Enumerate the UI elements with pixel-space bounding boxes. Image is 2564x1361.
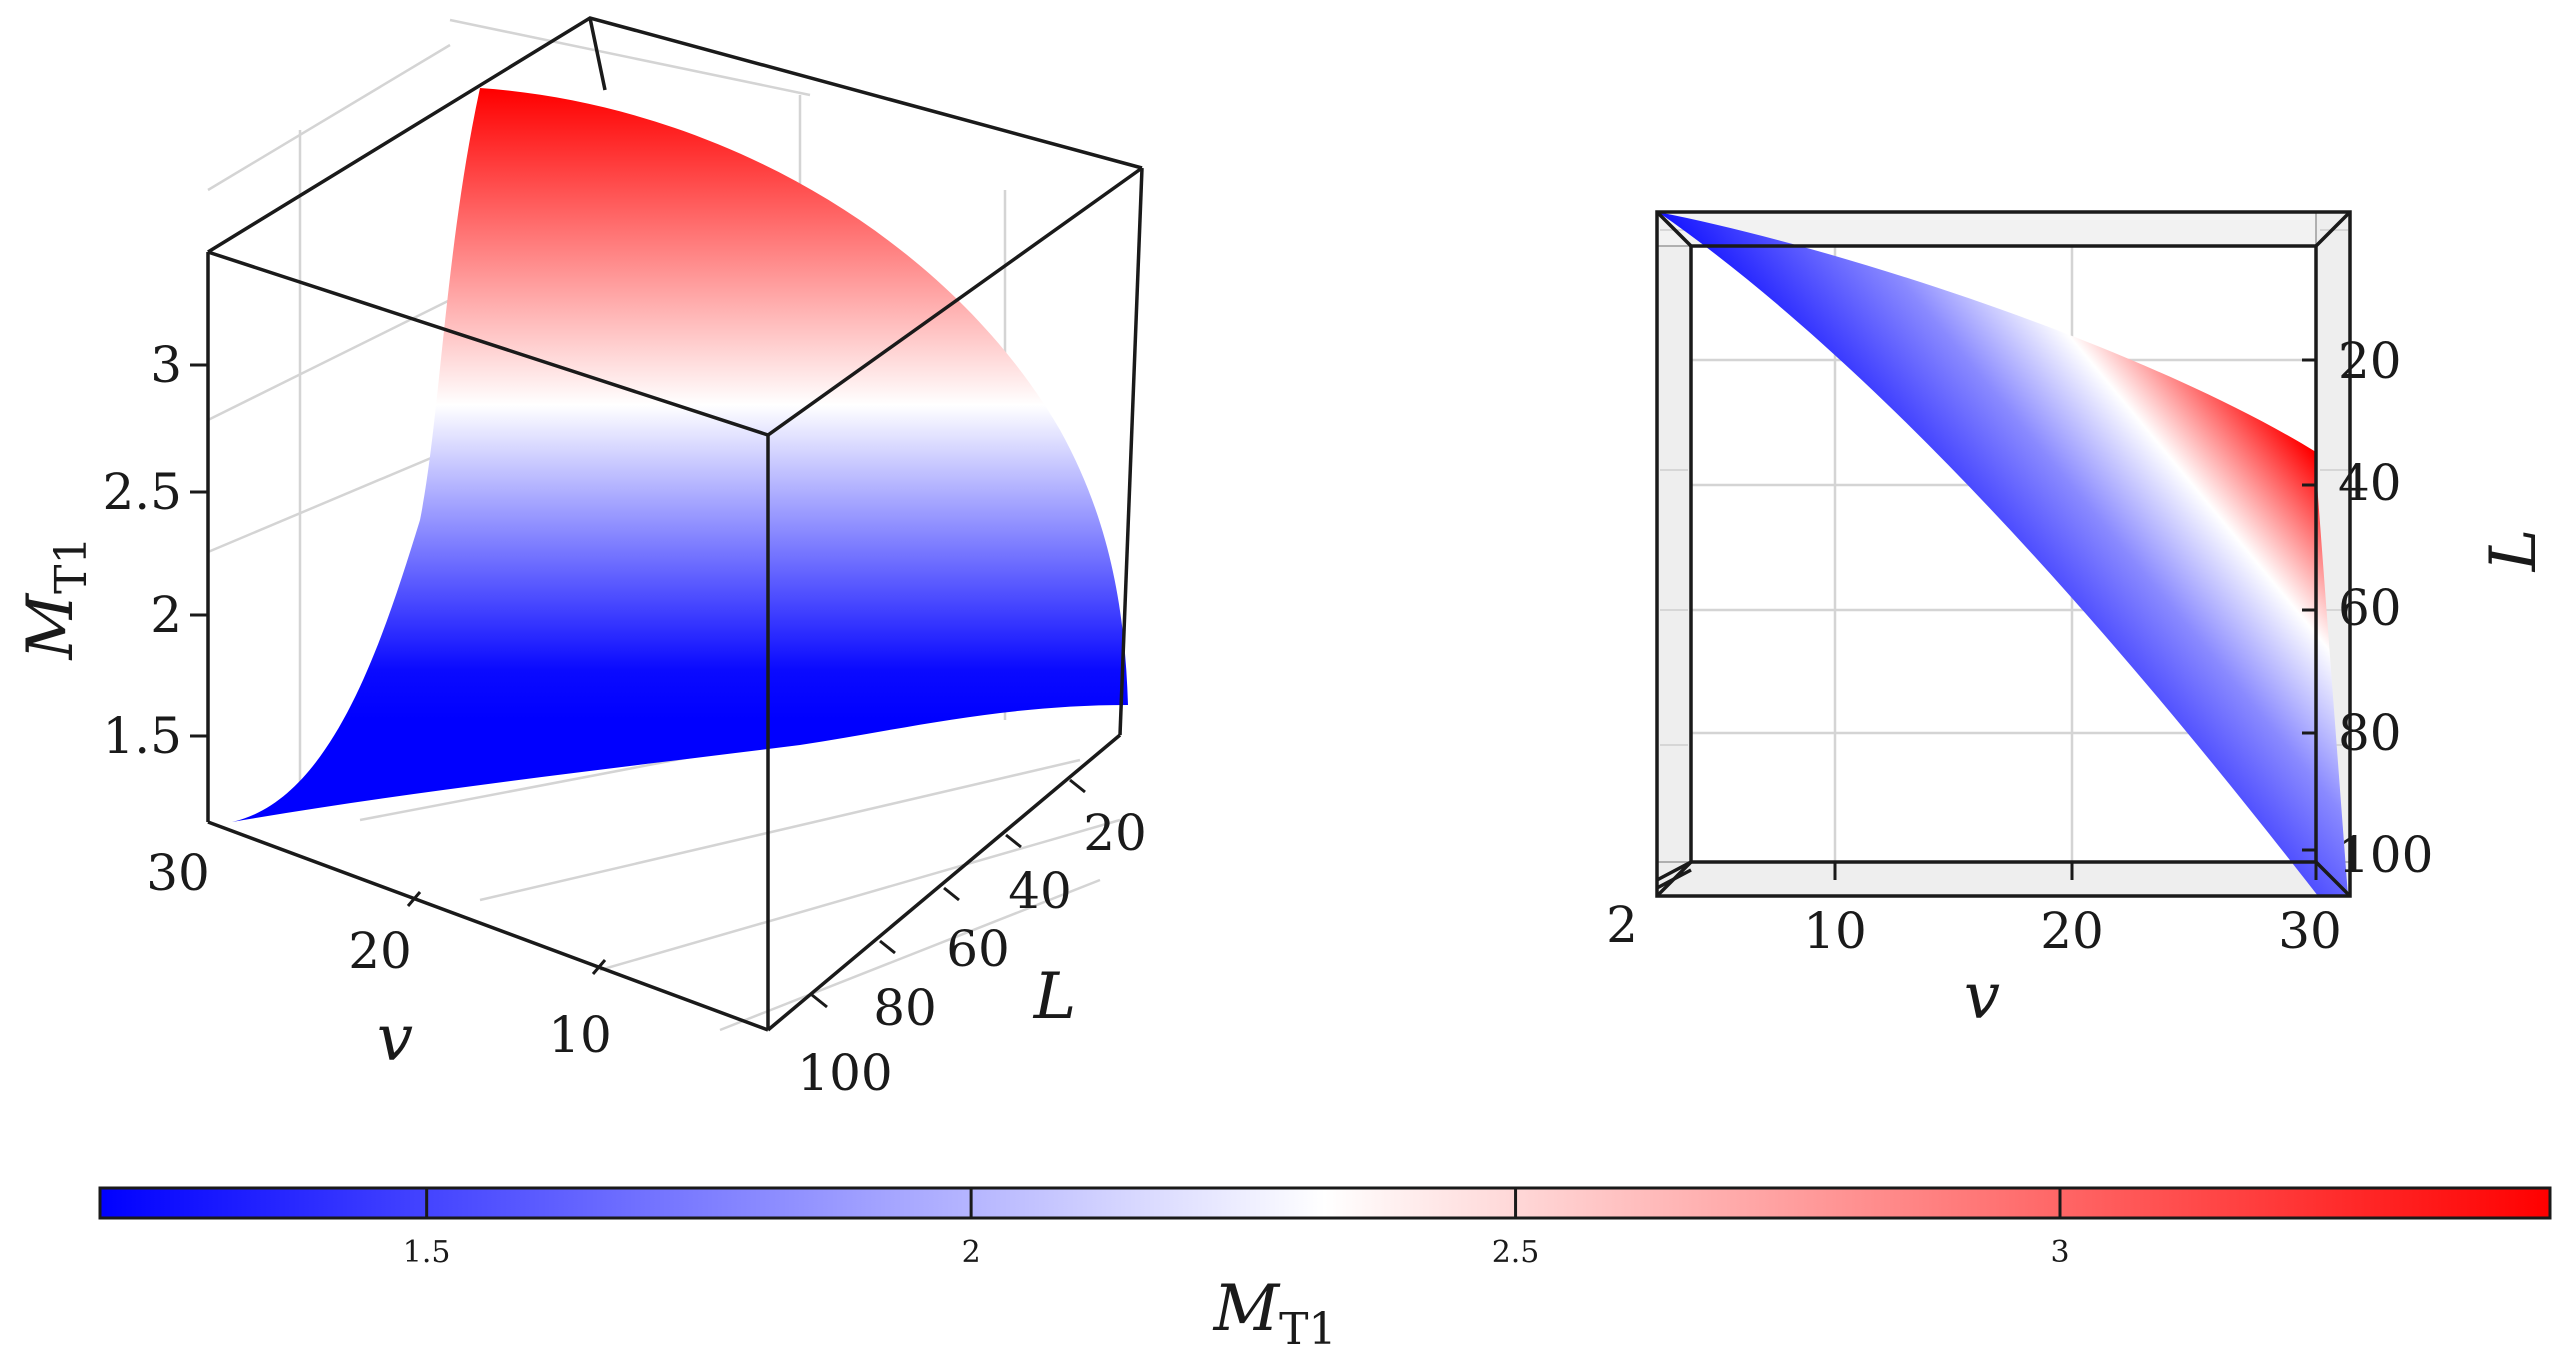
top-y-tick-label: 100 [2338,826,2433,884]
y-tick-label: 40 [1008,862,1072,920]
z-tick-label: 3 [150,336,182,394]
z-axis-ticks: 3 2.5 2 1.5 [102,336,208,765]
z-tick-label: 1.5 [102,707,182,765]
pane-left [1656,211,1692,897]
top-x-tick-label: 30 [2278,902,2342,960]
y-tick-label: 100 [797,1044,892,1102]
top-y-tick-label: 80 [2338,704,2402,762]
top-y-tick-label: 40 [2338,454,2402,512]
top-y-tick-label: 60 [2338,579,2402,637]
box-frame [206,16,1144,1032]
colorbar-tick-label: 2.5 [1492,1235,1540,1270]
top-x-axis-ticks: 2 10 20 30 v [1606,862,2342,1034]
surface [232,88,1128,822]
colorbar-tick-label: 1.5 [403,1235,451,1270]
top-y-axis-ticks: 20 40 60 80 100 L [2302,332,2551,884]
colorbar-tick-label: 3 [2050,1235,2069,1270]
y-tick-label: 20 [1083,804,1147,862]
x-axis-label: v [377,1002,413,1076]
y-axis-label: L [1033,960,1077,1034]
z-axis-label: MT1 [14,537,97,661]
top-x-tick-label: 2 [1606,896,1638,954]
top-x-axis-label: v [1964,960,2000,1034]
top-view-frame [1655,210,2352,898]
y-tick-label: 80 [873,979,937,1037]
x-tick-label: 10 [548,1006,612,1064]
top-view-panel: 2 10 20 30 v 20 40 60 80 100 L [1606,210,2551,1034]
colorbar-gradient [98,1186,2552,1220]
surface-3d-panel: 3 2.5 2 1.5 MT1 30 20 10 v 20 40 60 80 [14,16,1147,1102]
pane-bottom [1656,861,2351,897]
top-x-tick-label: 20 [2040,902,2104,960]
x-tick-label: 30 [146,844,210,902]
colorbar: 1.5 2 2.5 3 MT1 [98,1186,2552,1355]
top-x-tick-label: 10 [1803,902,1867,960]
z-tick-label: 2 [150,586,182,644]
y-tick-label: 60 [946,920,1010,978]
colorbar-label: MT1 [1213,1272,1337,1355]
top-view-surface [1658,212,2348,896]
z-tick-label: 2.5 [102,463,182,521]
colorbar-tick-label: 2 [962,1235,981,1270]
x-axis-ticks: 30 20 10 v [146,844,612,1076]
x-tick-label: 20 [348,922,412,980]
top-y-tick-label: 20 [2338,332,2402,390]
colorbar-ticks: 1.5 2 2.5 3 [403,1188,2070,1270]
top-y-axis-label: L [2477,529,2551,573]
y-axis-ticks: 20 40 60 80 100 L [797,778,1147,1102]
